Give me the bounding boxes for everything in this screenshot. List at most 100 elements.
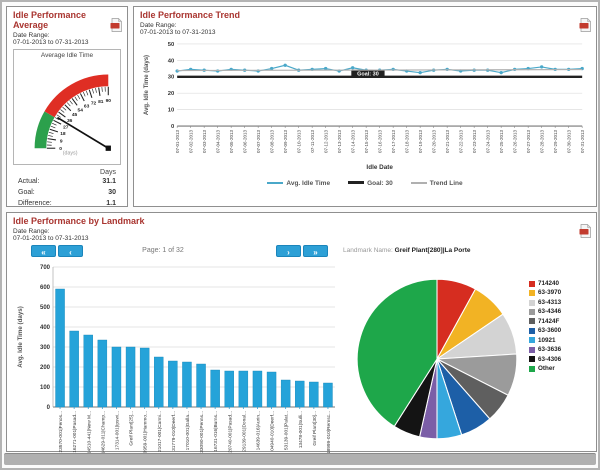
svg-text:07-09-2013: 07-09-2013 — [283, 130, 288, 154]
panel-title-average: Idle Performance Average — [13, 10, 87, 30]
pdf-document-icon — [110, 18, 122, 32]
pie-legend: 714240 63-3970 63-4313 63-4346 71424F 63-3600… — [529, 279, 561, 373]
legend-item: Avg. Idle Time — [267, 180, 330, 187]
svg-text:07-13-2013: 07-13-2013 — [337, 130, 342, 154]
svg-text:(days): (days) — [63, 151, 78, 157]
legend-swatch — [267, 181, 284, 184]
svg-text:Idle Date: Idle Date — [366, 164, 393, 171]
svg-text:07-16-2013: 07-16-2013 — [378, 130, 383, 154]
pie-slice-Other — [356, 278, 438, 428]
svg-text:72: 72 — [91, 101, 97, 107]
first-page-button[interactable]: « — [31, 245, 56, 257]
export-pdf-icon[interactable] — [579, 18, 591, 32]
svg-text:07-17-2013: 07-17-2013 — [391, 130, 396, 154]
export-pdf-icon[interactable] — [110, 18, 122, 32]
stats-unit-header: Days — [100, 169, 116, 176]
svg-text:10: 10 — [168, 108, 175, 114]
svg-text:31779-010|Deerf...: 31779-010|Deerf... — [171, 411, 177, 451]
stat-label: Difference: — [18, 199, 52, 207]
idle-trend-line-chart: 0 10 20 30 40 50 Avg. Idle Time (days) 07-01-20… — [144, 42, 585, 171]
svg-text:0: 0 — [59, 146, 62, 152]
legend-swatch — [529, 309, 535, 316]
svg-text:9: 9 — [60, 138, 63, 144]
svg-text:600: 600 — [40, 285, 51, 291]
svg-text:07-04-2013: 07-04-2013 — [216, 130, 221, 154]
gauge-stats: Days Actual: 31.1 Goal: 30 Difference: 1… — [13, 169, 121, 210]
legend-item: Goal: 30 — [348, 180, 393, 187]
svg-text:07-05-2013: 07-05-2013 — [229, 130, 234, 154]
svg-text:07-11-2013: 07-11-2013 — [310, 130, 315, 153]
legend-swatch — [348, 181, 365, 185]
svg-text:Avg. Idle Time (days): Avg. Idle Time (days) — [17, 306, 24, 368]
svg-text:0: 0 — [47, 405, 51, 411]
svg-text:33090-001|Penns...: 33090-001|Penns... — [199, 411, 205, 453]
svg-text:Greif Plant[25]...: Greif Plant[25]... — [129, 411, 135, 446]
svg-text:04940-010|Deerf...: 04940-010|Deerf... — [270, 411, 276, 451]
svg-text:07-29-2013: 07-29-2013 — [553, 130, 558, 154]
panel-idle-performance-average: Idle Performance Average Date Range: 07-… — [6, 6, 128, 207]
pie-legend-item: 63-4313 — [529, 298, 561, 307]
legend-swatch — [410, 181, 427, 184]
svg-text:07-27-2013: 07-27-2013 — [526, 130, 531, 154]
panel-idle-performance-by-landmark: Idle Performance by Landmark Date Range:… — [6, 212, 597, 456]
svg-text:90: 90 — [106, 98, 112, 104]
legend-swatch — [529, 337, 535, 344]
next-page-button[interactable]: › — [276, 245, 301, 257]
svg-text:Goal: 30: Goal: 30 — [357, 71, 379, 77]
stat-row-goal: Goal: 30 — [18, 188, 116, 199]
legend-swatch — [529, 299, 535, 306]
stat-value: 1.1 — [106, 199, 116, 207]
svg-text:14510-441|New M...: 14510-441|New M... — [86, 411, 92, 454]
legend-item: Trend Line — [410, 180, 463, 187]
svg-text:13478-001|Sulli...: 13478-001|Sulli... — [298, 411, 304, 448]
svg-text:07-12-2013: 07-12-2013 — [324, 130, 329, 154]
legend-swatch — [529, 280, 535, 287]
last-page-button[interactable]: » — [303, 245, 328, 257]
svg-text:16271-001|Pasad...: 16271-001|Pasad... — [72, 411, 78, 453]
previous-page-button[interactable]: ‹ — [58, 245, 83, 257]
pie-legend-item: 63-3636 — [529, 345, 561, 354]
svg-text:07-31-2013: 07-31-2013 — [580, 130, 585, 154]
stat-row-actual: Actual: 31.1 — [18, 177, 116, 188]
pdf-document-icon — [579, 224, 591, 238]
svg-text:07-21-2013: 07-21-2013 — [445, 130, 450, 154]
svg-text:18999-010|Remsc...: 18999-010|Remsc... — [326, 411, 332, 454]
svg-text:Greif Plant[30]...: Greif Plant[30]... — [312, 411, 318, 446]
svg-text:10959-001|Hammo...: 10959-001|Hammo... — [143, 411, 149, 456]
date-range-label: Date Range: — [13, 228, 50, 235]
svg-text:20: 20 — [168, 91, 175, 97]
svg-text:700: 700 — [40, 265, 51, 271]
legend-swatch — [529, 327, 535, 334]
pie-legend-item: 63-3600 — [529, 326, 561, 335]
svg-text:07-07-2013: 07-07-2013 — [256, 130, 261, 154]
horizontal-scrollbar[interactable] — [4, 453, 596, 465]
svg-text:07-14-2013: 07-14-2013 — [351, 130, 356, 154]
svg-text:300: 300 — [40, 345, 51, 351]
pie-legend-item: 63-3970 — [529, 288, 561, 297]
svg-text:07-26-2013: 07-26-2013 — [513, 130, 518, 154]
svg-text:07-08-2013: 07-08-2013 — [270, 130, 275, 154]
date-range-value: 07-01-2013 to 07-31-2013 — [13, 39, 89, 46]
svg-text:17314-001|Ipswi...: 17314-001|Ipswi... — [114, 411, 120, 450]
landmark-name-value: Greif Plant[280]|La Porte — [394, 247, 471, 254]
svg-text:400: 400 — [40, 325, 51, 331]
pie-legend-item: 63-4346 — [529, 307, 561, 316]
svg-text:07-28-2013: 07-28-2013 — [540, 130, 545, 154]
svg-text:07-18-2013: 07-18-2013 — [405, 130, 410, 154]
page-status: Page: 1 of 32 — [142, 247, 184, 254]
gauge-container: Average Idle Time 0 9 18 27 36 45 54 63 72 81 90 (d… — [13, 49, 121, 165]
svg-text:36: 36 — [67, 118, 73, 124]
svg-text:07-01-2013: 07-01-2013 — [175, 130, 180, 154]
svg-text:53139-001|Palat...: 53139-001|Palat... — [284, 411, 290, 450]
landmark-name: Landmark Name: Greif Plant[280]|La Porte — [343, 247, 471, 254]
svg-text:20740-001|Pasad...: 20740-001|Pasad... — [227, 411, 233, 453]
trend-chart-legend: Avg. Idle Time Goal: 30 Trend Line — [140, 180, 590, 187]
export-pdf-icon[interactable] — [579, 224, 591, 238]
svg-text:07-20-2013: 07-20-2013 — [432, 130, 437, 154]
pie-legend-item: Other — [529, 364, 561, 373]
svg-text:07-25-2013: 07-25-2013 — [499, 130, 504, 154]
svg-text:16731-016|Burns...: 16731-016|Burns... — [213, 411, 219, 452]
date-range-value: 07-01-2013 to 07-31-2013 — [13, 235, 89, 242]
